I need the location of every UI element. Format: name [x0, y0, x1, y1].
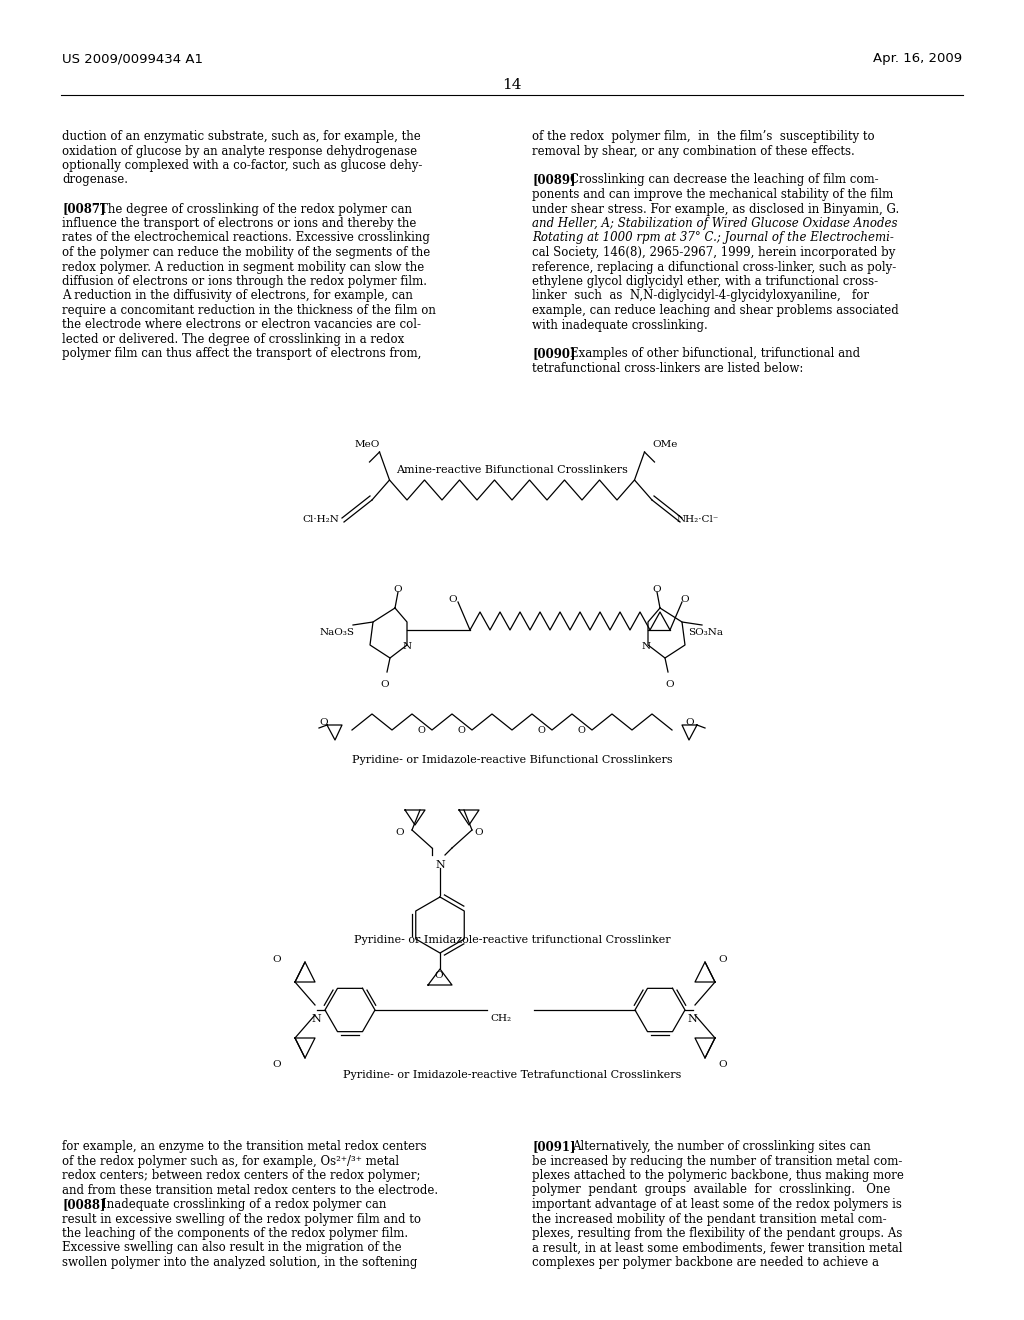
Text: [0088]: [0088]: [62, 1199, 105, 1210]
Text: polymer  pendant  groups  available  for  crosslinking.   One: polymer pendant groups available for cro…: [532, 1184, 891, 1196]
Text: the increased mobility of the pendant transition metal com-: the increased mobility of the pendant tr…: [532, 1213, 887, 1225]
Text: O: O: [449, 595, 457, 605]
Text: Crosslinking can decrease the leaching of film com-: Crosslinking can decrease the leaching o…: [570, 173, 879, 186]
Text: [0091]: [0091]: [532, 1140, 575, 1152]
Text: N: N: [642, 642, 651, 651]
Text: A reduction in the diffusivity of electrons, for example, can: A reduction in the diffusivity of electr…: [62, 289, 413, 302]
Text: cal Society, 146(8), 2965-2967, 1999, herein incorporated by: cal Society, 146(8), 2965-2967, 1999, he…: [532, 246, 895, 259]
Text: [0089]: [0089]: [532, 173, 575, 186]
Text: Pyridine- or Imidazole-reactive Bifunctional Crosslinkers: Pyridine- or Imidazole-reactive Bifuncti…: [351, 755, 673, 766]
Text: N: N: [403, 642, 412, 651]
Text: rates of the electrochemical reactions. Excessive crosslinking: rates of the electrochemical reactions. …: [62, 231, 430, 244]
Text: swollen polymer into the analyzed solution, in the softening: swollen polymer into the analyzed soluti…: [62, 1257, 418, 1269]
Text: be increased by reducing the number of transition metal com-: be increased by reducing the number of t…: [532, 1155, 902, 1167]
Text: require a concomitant reduction in the thickness of the film on: require a concomitant reduction in the t…: [62, 304, 436, 317]
Text: O: O: [718, 1060, 727, 1069]
Text: O: O: [418, 726, 426, 735]
Text: Rotating at 1000 rpm at 37° C.; Journal of the Electrochemi-: Rotating at 1000 rpm at 37° C.; Journal …: [532, 231, 894, 244]
Text: duction of an enzymatic substrate, such as, for example, the: duction of an enzymatic substrate, such …: [62, 129, 421, 143]
Text: Pyridine- or Imidazole-reactive trifunctional Crosslinker: Pyridine- or Imidazole-reactive trifunct…: [353, 935, 671, 945]
Text: O: O: [474, 828, 482, 837]
Text: Alternatively, the number of crosslinking sites can: Alternatively, the number of crosslinkin…: [572, 1140, 870, 1152]
Text: O: O: [685, 718, 693, 727]
Text: removal by shear, or any combination of these effects.: removal by shear, or any combination of …: [532, 144, 855, 157]
Text: for example, an enzyme to the transition metal redox centers: for example, an enzyme to the transition…: [62, 1140, 427, 1152]
Text: O: O: [395, 828, 403, 837]
Text: reference, replacing a difunctional cross-linker, such as poly-: reference, replacing a difunctional cros…: [532, 260, 896, 273]
Text: linker  such  as  N,N-diglycidyl-4-glycidyloxyaniline,   for: linker such as N,N-diglycidyl-4-glycidyl…: [532, 289, 869, 302]
Text: complexes per polymer backbone are needed to achieve a: complexes per polymer backbone are neede…: [532, 1257, 879, 1269]
Text: example, can reduce leaching and shear problems associated: example, can reduce leaching and shear p…: [532, 304, 899, 317]
Text: MeO: MeO: [354, 440, 380, 449]
Text: drogenase.: drogenase.: [62, 173, 128, 186]
Text: Inadequate crosslinking of a redox polymer can: Inadequate crosslinking of a redox polym…: [102, 1199, 386, 1210]
Text: N: N: [687, 1014, 696, 1024]
Text: Apr. 16, 2009: Apr. 16, 2009: [872, 51, 962, 65]
Text: O: O: [434, 972, 442, 979]
Text: SO₃Na: SO₃Na: [688, 628, 723, 638]
Text: N: N: [435, 861, 444, 870]
Text: Examples of other bifunctional, trifunctional and: Examples of other bifunctional, trifunct…: [570, 347, 860, 360]
Text: O: O: [680, 595, 688, 605]
Text: lected or delivered. The degree of crosslinking in a redox: lected or delivered. The degree of cross…: [62, 333, 404, 346]
Text: redox polymer. A reduction in segment mobility can slow the: redox polymer. A reduction in segment mo…: [62, 260, 424, 273]
Text: 14: 14: [502, 78, 522, 92]
Text: O: O: [319, 718, 328, 727]
Text: and Heller, A; Stabilization of Wired Glucose Oxidase Anodes: and Heller, A; Stabilization of Wired Gl…: [532, 216, 897, 230]
Text: OMe: OMe: [652, 440, 678, 449]
Text: oxidation of glucose by an analyte response dehydrogenase: oxidation of glucose by an analyte respo…: [62, 144, 417, 157]
Text: N: N: [311, 1014, 321, 1024]
Text: O: O: [652, 585, 660, 594]
Text: O: O: [272, 954, 281, 964]
Text: O: O: [458, 726, 466, 735]
Text: [0087]: [0087]: [62, 202, 105, 215]
Text: with inadequate crosslinking.: with inadequate crosslinking.: [532, 318, 708, 331]
Text: O: O: [393, 585, 401, 594]
Text: of the redox  polymer film,  in  the film’s  susceptibility to: of the redox polymer film, in the film’s…: [532, 129, 874, 143]
Text: the leaching of the components of the redox polymer film.: the leaching of the components of the re…: [62, 1228, 409, 1239]
Text: US 2009/0099434 A1: US 2009/0099434 A1: [62, 51, 203, 65]
Text: O: O: [718, 954, 727, 964]
Text: important advantage of at least some of the redox polymers is: important advantage of at least some of …: [532, 1199, 902, 1210]
Text: O: O: [380, 680, 389, 689]
Text: Amine-reactive Bifunctional Crosslinkers: Amine-reactive Bifunctional Crosslinkers: [396, 465, 628, 475]
Text: Cl·H₂N: Cl·H₂N: [302, 515, 339, 524]
Text: O: O: [665, 680, 674, 689]
Text: result in excessive swelling of the redox polymer film and to: result in excessive swelling of the redo…: [62, 1213, 421, 1225]
Text: plexes attached to the polymeric backbone, thus making more: plexes attached to the polymeric backbon…: [532, 1170, 904, 1181]
Text: Pyridine- or Imidazole-reactive Tetrafunctional Crosslinkers: Pyridine- or Imidazole-reactive Tetrafun…: [343, 1071, 681, 1080]
Text: ponents and can improve the mechanical stability of the film: ponents and can improve the mechanical s…: [532, 187, 893, 201]
Text: Excessive swelling can also result in the migration of the: Excessive swelling can also result in th…: [62, 1242, 401, 1254]
Text: polymer film can thus affect the transport of electrons from,: polymer film can thus affect the transpo…: [62, 347, 421, 360]
Text: NH₂·Cl⁻: NH₂·Cl⁻: [677, 515, 720, 524]
Text: the electrode where electrons or electron vacancies are col-: the electrode where electrons or electro…: [62, 318, 421, 331]
Text: CH₂: CH₂: [490, 1014, 511, 1023]
Text: ethylene glycol diglycidyl ether, with a trifunctional cross-: ethylene glycol diglycidyl ether, with a…: [532, 275, 879, 288]
Text: O: O: [538, 726, 546, 735]
Text: The degree of crosslinking of the redox polymer can: The degree of crosslinking of the redox …: [100, 202, 412, 215]
Text: a result, in at least some embodiments, fewer transition metal: a result, in at least some embodiments, …: [532, 1242, 902, 1254]
Text: and from these transition metal redox centers to the electrode.: and from these transition metal redox ce…: [62, 1184, 438, 1196]
Text: NaO₃S: NaO₃S: [319, 628, 355, 638]
Text: influence the transport of electrons or ions and thereby the: influence the transport of electrons or …: [62, 216, 417, 230]
Text: diffusion of electrons or ions through the redox polymer film.: diffusion of electrons or ions through t…: [62, 275, 427, 288]
Text: optionally complexed with a co-factor, such as glucose dehy-: optionally complexed with a co-factor, s…: [62, 158, 422, 172]
Text: [0090]: [0090]: [532, 347, 575, 360]
Text: of the redox polymer such as, for example, Os²⁺/³⁺ metal: of the redox polymer such as, for exampl…: [62, 1155, 399, 1167]
Text: O: O: [578, 726, 586, 735]
Text: of the polymer can reduce the mobility of the segments of the: of the polymer can reduce the mobility o…: [62, 246, 430, 259]
Text: plexes, resulting from the flexibility of the pendant groups. As: plexes, resulting from the flexibility o…: [532, 1228, 902, 1239]
Text: O: O: [272, 1060, 281, 1069]
Text: redox centers; between redox centers of the redox polymer;: redox centers; between redox centers of …: [62, 1170, 421, 1181]
Text: under shear stress. For example, as disclosed in Binyamin, G.: under shear stress. For example, as disc…: [532, 202, 899, 215]
Text: tetrafunctional cross-linkers are listed below:: tetrafunctional cross-linkers are listed…: [532, 362, 804, 375]
